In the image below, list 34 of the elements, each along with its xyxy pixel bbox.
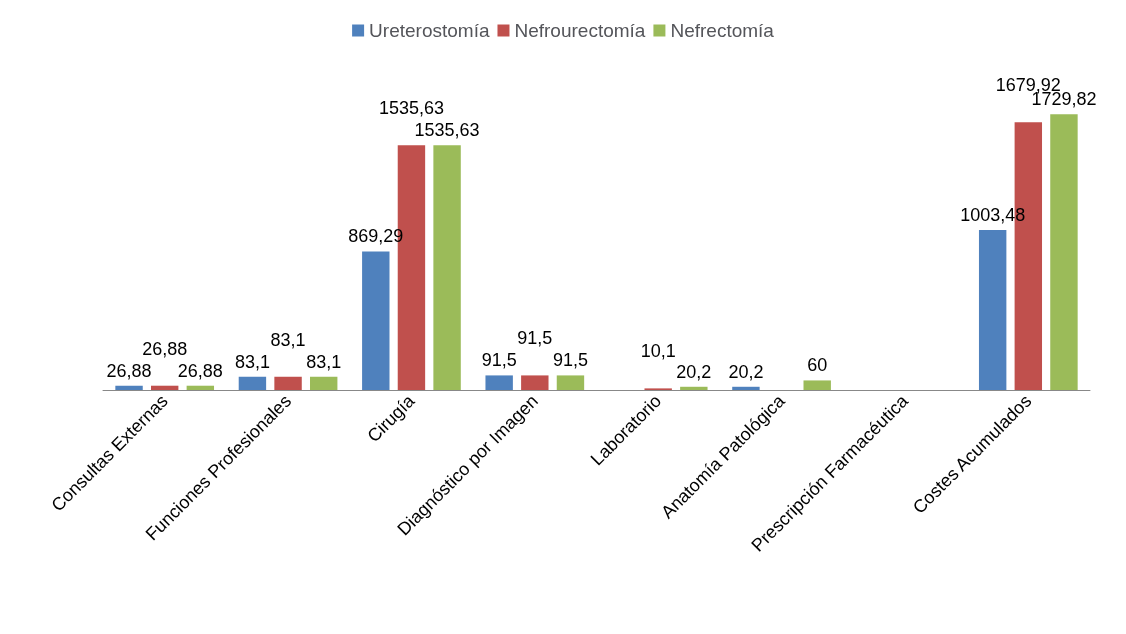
data-label: 1535,63 bbox=[378, 98, 444, 119]
bar bbox=[274, 376, 302, 390]
bar bbox=[521, 375, 549, 390]
legend-label: Nefrourectomía bbox=[514, 20, 646, 41]
data-label: 26,88 bbox=[177, 360, 223, 381]
bar bbox=[115, 385, 143, 390]
bar bbox=[362, 251, 390, 390]
bar bbox=[803, 380, 831, 390]
bar bbox=[238, 376, 267, 390]
data-label: 26,88 bbox=[142, 338, 188, 359]
data-label: 83,1 bbox=[306, 351, 342, 372]
data-label: 10,1 bbox=[640, 341, 676, 362]
bar bbox=[732, 386, 760, 390]
data-label: 1535,63 bbox=[414, 120, 480, 141]
bar bbox=[186, 385, 215, 390]
data-label: 83,1 bbox=[234, 351, 270, 372]
bar bbox=[680, 386, 708, 390]
data-label: 91,5 bbox=[517, 328, 553, 349]
legend-label: Nefrectomía bbox=[670, 20, 775, 41]
data-label: 20,2 bbox=[676, 361, 712, 382]
data-label: 20,2 bbox=[728, 361, 764, 382]
bar bbox=[150, 385, 179, 390]
data-label: 91,5 bbox=[552, 350, 588, 371]
bar bbox=[310, 376, 338, 390]
data-label: 83,1 bbox=[270, 329, 306, 350]
data-label: 60 bbox=[807, 355, 828, 376]
legend-label: Ureterostomía bbox=[369, 20, 490, 41]
bar bbox=[485, 375, 513, 390]
bar bbox=[556, 375, 585, 390]
data-label: 26,88 bbox=[106, 360, 152, 381]
bar bbox=[978, 230, 1007, 390]
bar bbox=[433, 145, 461, 390]
data-label: 91,5 bbox=[481, 350, 517, 371]
bar bbox=[1050, 114, 1078, 390]
